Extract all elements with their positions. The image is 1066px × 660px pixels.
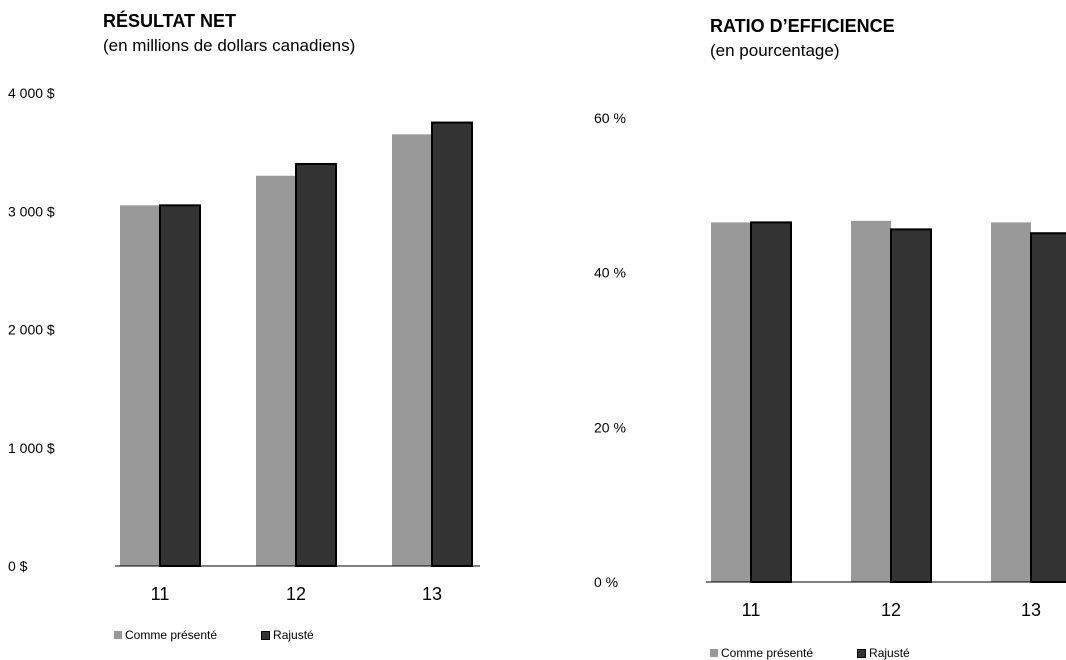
- legend: Comme présenté Rajusté: [710, 646, 954, 660]
- y-tick-label: 0 %: [594, 574, 618, 590]
- legend-label: Rajusté: [869, 646, 910, 660]
- legend-swatch-grey: [114, 631, 122, 639]
- chart-net-income: RÉSULTAT NET (en millions de dollars can…: [8, 11, 480, 642]
- y-tick-label: 1 000 $: [8, 440, 55, 456]
- x-category-label: 12: [286, 584, 306, 604]
- legend-label: Comme présenté: [125, 628, 218, 642]
- bar-as-reported-11: [120, 205, 160, 566]
- legend-item-as-reported: Comme présenté: [114, 628, 217, 642]
- bar-adjusted-13: [431, 121, 473, 567]
- chart-efficiency-ratio: RATIO D’EFFICIENCE (en pourcentage) 0 % 2…: [560, 0, 1066, 660]
- legend-swatch-dark: [857, 648, 867, 658]
- chart-title: RÉSULTAT NET: [103, 11, 236, 31]
- bar-as-reported-11: [711, 222, 751, 582]
- bar-chart-efficiency-ratio: 0 % 20 % 40 % 60 % 11 12 13: [594, 110, 1066, 620]
- y-tick-label: 3 000 $: [8, 203, 55, 219]
- legend-swatch-dark: [261, 630, 271, 640]
- legend-label: Rajusté: [273, 628, 314, 642]
- legend-swatch-grey: [710, 649, 718, 657]
- y-tick-label: 20 %: [594, 419, 626, 435]
- x-category-label: 13: [1021, 600, 1041, 620]
- x-category-label: 11: [742, 600, 761, 620]
- y-tick-label: 0 $: [8, 558, 28, 574]
- bar-adjusted-11: [750, 221, 792, 583]
- x-category-label: 13: [422, 584, 442, 604]
- bar-chart-net-income: 0 $ 1 000 $ 2 000 $ 3 000 $ 4 000 $ 11 12 13: [8, 85, 480, 604]
- y-tick-label: 60 %: [594, 110, 626, 126]
- bar-adjusted-12: [295, 162, 337, 567]
- bar-adjusted-11: [159, 204, 201, 567]
- bar-as-reported-13: [991, 222, 1031, 582]
- legend-item-as-reported: Comme présenté: [710, 646, 813, 660]
- bar-adjusted-12: [890, 228, 932, 584]
- legend-label: Comme présenté: [721, 646, 814, 660]
- x-category-label: 12: [881, 600, 901, 620]
- chart-subtitle: (en millions de dollars canadiens): [103, 36, 356, 55]
- bar-as-reported-13: [392, 134, 432, 566]
- legend: Comme présenté Rajusté: [114, 628, 358, 642]
- bar-as-reported-12: [256, 175, 296, 566]
- bar-adjusted-13: [1030, 232, 1066, 584]
- chart-subtitle: (en pourcentage): [710, 41, 840, 60]
- chart-title: RATIO D’EFFICIENCE: [710, 16, 895, 36]
- y-tick-label: 2 000 $: [8, 322, 55, 338]
- legend-item-adjusted: Rajusté: [857, 646, 910, 660]
- y-tick-label: 40 %: [594, 265, 626, 281]
- x-category-label: 11: [151, 584, 170, 604]
- y-tick-label: 4 000 $: [8, 85, 55, 101]
- bar-as-reported-12: [851, 220, 891, 582]
- legend-item-adjusted: Rajusté: [261, 628, 314, 642]
